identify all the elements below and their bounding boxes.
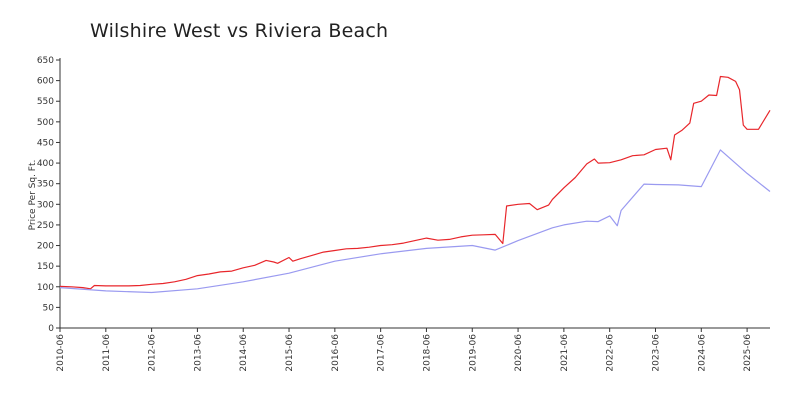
y-tick-label: 550: [37, 97, 54, 107]
x-tick-label: 2010-06: [56, 334, 66, 372]
x-tick-label: 2021-06: [560, 334, 570, 372]
x-tick-label: 2024-06: [697, 334, 707, 372]
y-tick-label: 200: [37, 242, 54, 252]
y-tick-label: 400: [37, 159, 54, 169]
y-tick-label: 100: [37, 283, 54, 293]
x-tick-label: 2017-06: [377, 334, 387, 372]
x-tick-label: 2011-06: [102, 334, 112, 372]
y-tick-label: 150: [37, 262, 54, 272]
x-tick-label: 2013-06: [193, 334, 203, 372]
y-tick-label: 500: [37, 118, 54, 128]
y-axis-label: Price Per Sq. Ft.: [28, 160, 38, 231]
x-tick-label: 2023-06: [651, 334, 661, 372]
y-tick-label: 0: [48, 324, 54, 334]
y-tick-label: 450: [37, 138, 54, 148]
series-line-1: [59, 75, 771, 290]
series-line-2: [59, 149, 771, 294]
x-tick-label: 2015-06: [285, 334, 295, 372]
x-tick-label: 2020-06: [514, 334, 524, 372]
y-tick-label: 350: [37, 180, 54, 190]
x-tick-label: 2014-06: [239, 334, 249, 372]
y-tick-label: 600: [37, 77, 54, 87]
axes: 0 50 100 150 200 250 300 350 400 450 500 550 600 650 2…: [37, 56, 770, 372]
chart-title: Wilshire West vs Riviera Beach: [90, 20, 389, 42]
y-tick-label: 250: [37, 221, 54, 231]
x-tick-label: 2012-06: [148, 334, 158, 372]
y-tick-label: 50: [43, 303, 55, 313]
x-tick-label: 2019-06: [468, 334, 478, 372]
series-layer: [59, 75, 771, 294]
y-tick-label: 300: [37, 200, 54, 210]
x-tick-label: 2018-06: [422, 334, 432, 372]
y-tick-label: 650: [37, 56, 54, 66]
x-tick-label: 2016-06: [331, 334, 341, 372]
x-tick-label: 2022-06: [606, 334, 616, 372]
x-tick-label: 2025-06: [743, 334, 753, 372]
